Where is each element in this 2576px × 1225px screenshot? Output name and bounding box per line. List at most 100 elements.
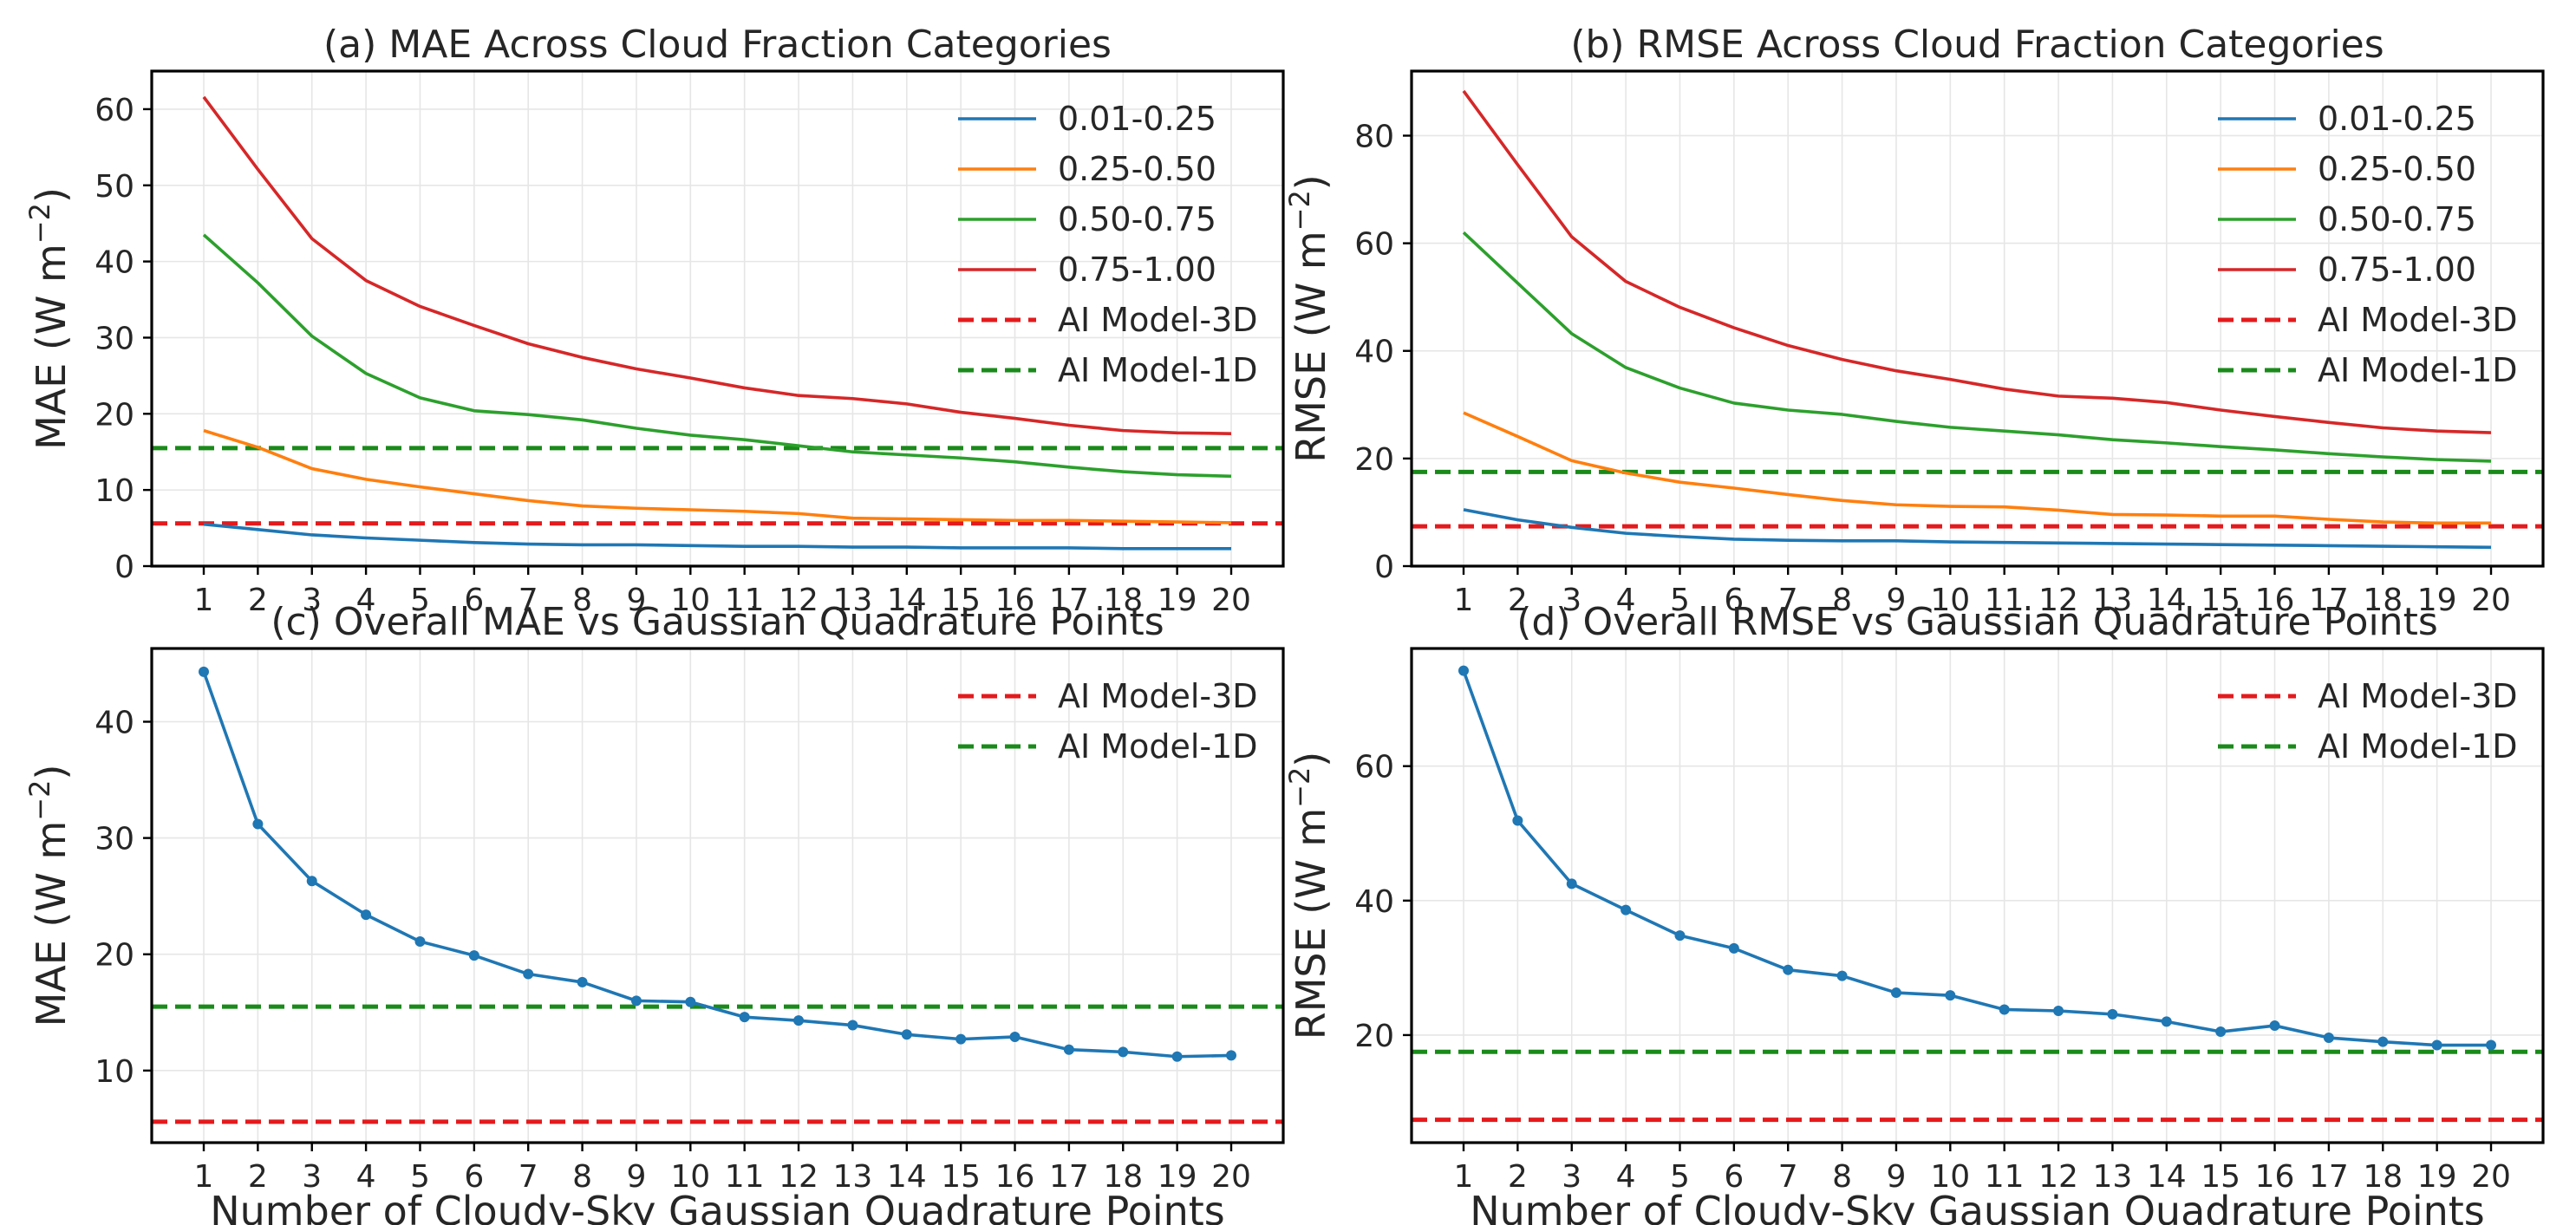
y-axis-label-superscript: −2 <box>1283 767 1316 808</box>
x-tick-label: 10 <box>1930 1159 1970 1195</box>
y-tick-label: 40 <box>95 245 134 281</box>
x-tick-label: 14 <box>887 1159 927 1195</box>
series-line-0-50-0-75 <box>1462 231 2492 463</box>
y-tick-label: 60 <box>95 93 134 128</box>
data-point <box>1728 942 1739 954</box>
x-tick-label: 5 <box>410 1159 430 1195</box>
x-tick-label: 15 <box>2201 1159 2240 1195</box>
data-point <box>1009 1031 1021 1042</box>
y-axis-label-main: MAE (W m <box>28 821 75 1027</box>
x-tick-label: 16 <box>995 583 1035 618</box>
data-point <box>577 976 588 987</box>
x-tick-label: 9 <box>1886 583 1906 618</box>
y-tick-label: 40 <box>1354 335 1394 370</box>
legend-label: 0.75-1.00 <box>1058 251 1216 289</box>
x-tick-label: 12 <box>779 583 818 618</box>
x-tick-label: 11 <box>1985 1159 2025 1195</box>
x-tick-label: 9 <box>626 583 646 618</box>
data-point <box>2161 1016 2172 1027</box>
data-point <box>1836 970 1848 981</box>
x-tick-label: 16 <box>995 1159 1035 1195</box>
y-axis-label: MAE (W m−2) <box>23 187 75 450</box>
data-point <box>1674 930 1686 942</box>
data-point <box>414 935 426 947</box>
x-tick-label: 14 <box>2147 583 2187 618</box>
x-tick-label: 9 <box>1886 1159 1906 1195</box>
panel-title: (c) Overall MAE vs Gaussian Quadrature P… <box>271 600 1164 644</box>
series-line-0-01-0-25 <box>203 522 1231 551</box>
data-point <box>2486 1039 2496 1051</box>
data-point <box>847 1020 858 1031</box>
data-point <box>2269 1020 2280 1032</box>
legend-label: AI Model-3D <box>2318 677 2518 715</box>
legend: AI Model-3D AI Model-1D <box>2218 677 2518 766</box>
legend-label: 0.25-0.50 <box>1058 150 1216 188</box>
data-point <box>1512 815 1523 826</box>
x-tick-label: 11 <box>725 583 765 618</box>
data-point <box>2431 1039 2442 1051</box>
x-tick-label: 12 <box>2038 1159 2078 1195</box>
legend-label: AI Model-1D <box>2318 727 2518 766</box>
series-line-0-75-1-00 <box>1462 89 2492 434</box>
y-tick-label: 0 <box>114 550 134 585</box>
x-tick-label: 2 <box>1508 1159 1528 1195</box>
x-tick-label: 8 <box>572 1159 592 1195</box>
plot-area <box>1412 89 2543 550</box>
legend-label: AI Model-3D <box>2318 301 2518 339</box>
plot-frame <box>1410 69 2545 568</box>
x-tick-label: 10 <box>670 1159 710 1195</box>
x-tick-label: 4 <box>356 583 376 618</box>
y-tick-label: 20 <box>95 397 134 433</box>
data-point <box>1171 1051 1183 1062</box>
y-tick-label: 20 <box>1354 442 1394 478</box>
x-tick-label: 19 <box>2417 583 2457 618</box>
data-point <box>1458 665 1469 676</box>
x-tick-label: 18 <box>1103 1159 1143 1195</box>
plot-area <box>1412 665 2543 1123</box>
gridlines <box>152 71 1283 567</box>
x-tick-label: 1 <box>1454 1159 1474 1195</box>
data-point <box>1783 964 1794 975</box>
y-axis-label-superscript: −2 <box>1283 190 1316 231</box>
x-tick-label: 12 <box>2038 583 2078 618</box>
data-point <box>1566 878 1577 889</box>
data-point <box>955 1033 967 1045</box>
x-tick-label: 15 <box>941 1159 981 1195</box>
data-point <box>1063 1044 1074 1055</box>
plot-frame <box>150 647 1285 1144</box>
x-tick-label: 3 <box>302 583 322 618</box>
x-tick-label: 4 <box>1616 583 1636 618</box>
data-point <box>1890 987 1901 999</box>
x-tick-label: 5 <box>410 583 430 618</box>
y-tick-label: 50 <box>95 169 134 205</box>
data-point <box>685 996 696 1007</box>
legend-label: AI Model-3D <box>1058 677 1258 715</box>
x-tick-label: 6 <box>1724 1159 1744 1195</box>
panel-title: (d) Overall RMSE vs Gaussian Quadrature … <box>1516 600 2438 644</box>
y-tick-label: 10 <box>95 473 134 509</box>
y-tick-label: 0 <box>1374 550 1394 585</box>
x-tick-label: 5 <box>1670 1159 1690 1195</box>
x-tick-label: 8 <box>1832 1159 1852 1195</box>
legend-label: AI Model-1D <box>1058 727 1258 766</box>
x-tick-label: 13 <box>2093 1159 2133 1195</box>
y-tick-label: 60 <box>1354 750 1394 785</box>
data-point <box>1118 1046 1129 1058</box>
data-point <box>1999 1004 2010 1015</box>
x-tick-label: 19 <box>1158 1159 1197 1195</box>
x-tick-label: 13 <box>833 1159 873 1195</box>
y-axis-label-main: RMSE (W m <box>1288 231 1334 462</box>
x-tick-label: 17 <box>1049 1159 1089 1195</box>
data-point <box>739 1012 750 1023</box>
y-tick-label: 20 <box>95 938 134 974</box>
x-tick-label: 7 <box>518 583 538 618</box>
y-axis-label-superscript: −2 <box>23 780 56 821</box>
x-tick-label: 13 <box>2093 583 2133 618</box>
legend-label: 0.01-0.25 <box>1058 100 1216 138</box>
x-tick-label: 2 <box>248 1159 268 1195</box>
legend-label: AI Model-1D <box>1058 351 1258 389</box>
